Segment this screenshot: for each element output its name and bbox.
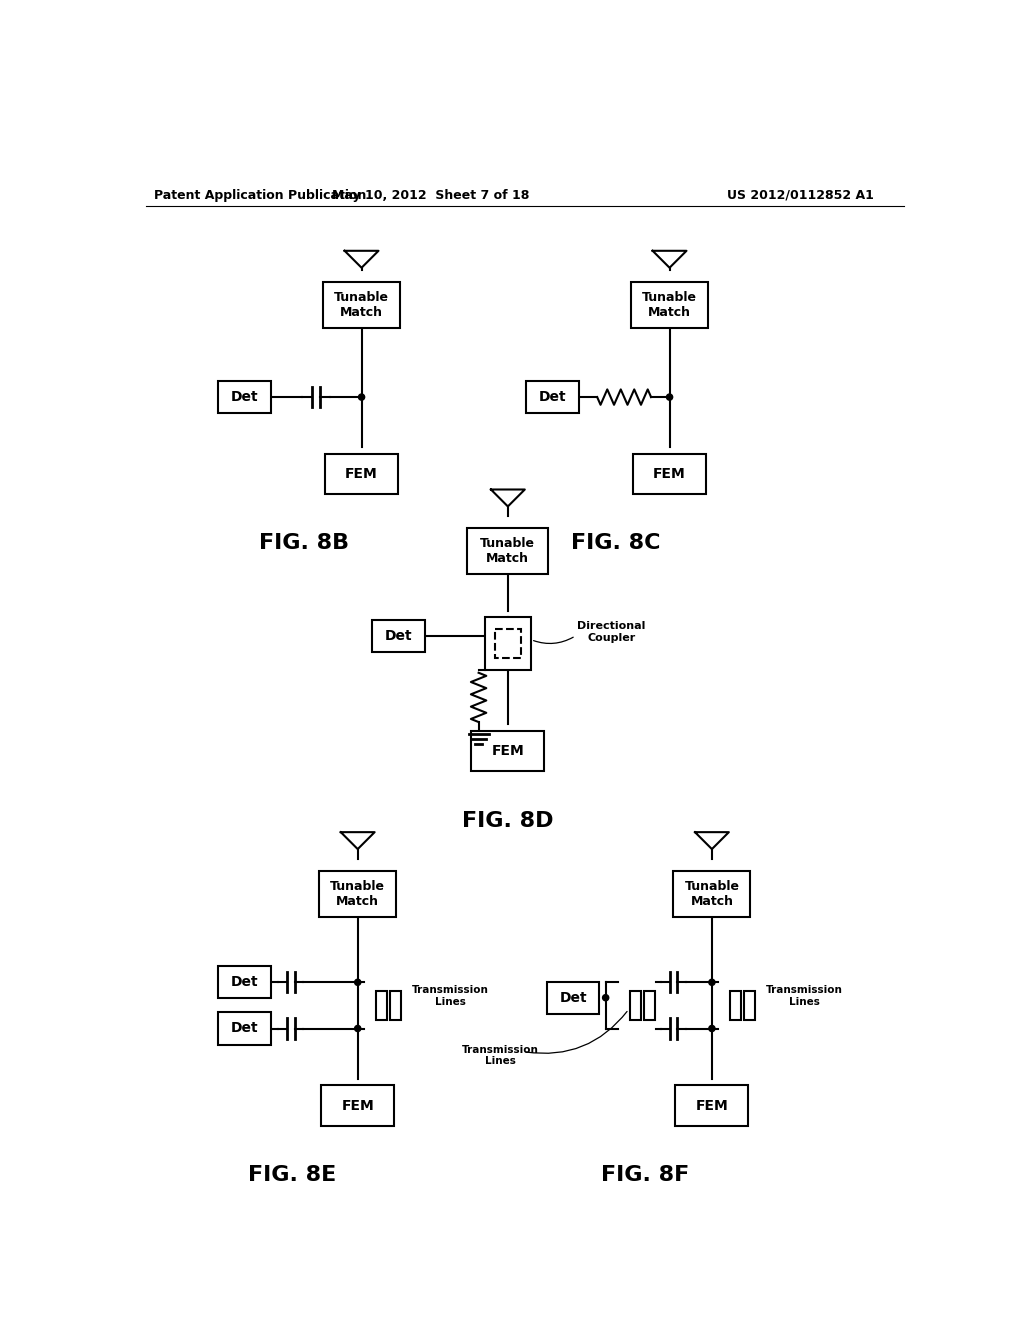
Bar — [376, 991, 387, 1020]
Text: Transmission
Lines: Transmission Lines — [766, 985, 843, 1007]
Bar — [373, 619, 425, 652]
Circle shape — [358, 393, 365, 400]
Text: Tunable
Match: Tunable Match — [330, 879, 385, 908]
Text: Det: Det — [385, 628, 413, 643]
Text: Tunable
Match: Tunable Match — [480, 537, 536, 565]
Bar — [218, 966, 270, 998]
Text: FEM: FEM — [695, 1098, 728, 1113]
Text: FIG. 8F: FIG. 8F — [601, 1164, 689, 1185]
Text: Tunable
Match: Tunable Match — [642, 290, 697, 318]
Text: FIG. 8C: FIG. 8C — [571, 533, 660, 553]
Text: Patent Application Publication: Patent Application Publication — [154, 189, 366, 202]
Text: Det: Det — [230, 975, 258, 989]
Bar — [390, 991, 400, 1020]
Bar — [631, 281, 708, 327]
Bar — [644, 991, 655, 1020]
Bar — [218, 1012, 270, 1044]
Circle shape — [602, 995, 608, 1001]
Circle shape — [709, 979, 715, 985]
Text: FIG. 8D: FIG. 8D — [462, 810, 554, 830]
Bar — [676, 1085, 749, 1126]
Text: FIG. 8B: FIG. 8B — [259, 533, 349, 553]
Text: Det: Det — [559, 991, 587, 1005]
Text: Det: Det — [230, 1022, 258, 1035]
Circle shape — [667, 393, 673, 400]
Text: Directional
Coupler: Directional Coupler — [578, 622, 645, 643]
Text: FEM: FEM — [341, 1098, 374, 1113]
Text: FEM: FEM — [492, 744, 524, 758]
Bar — [218, 381, 270, 413]
Text: Tunable
Match: Tunable Match — [334, 290, 389, 318]
Text: Det: Det — [230, 391, 258, 404]
Bar — [526, 381, 579, 413]
Bar — [631, 991, 641, 1020]
Text: FIG. 8E: FIG. 8E — [248, 1164, 337, 1185]
Text: Det: Det — [539, 391, 566, 404]
Circle shape — [354, 979, 360, 985]
Text: FEM: FEM — [653, 467, 686, 480]
Bar — [323, 281, 400, 327]
Bar — [674, 871, 751, 917]
Bar — [471, 731, 545, 771]
Text: Transmission
Lines: Transmission Lines — [412, 985, 488, 1007]
Text: Transmission
Lines: Transmission Lines — [462, 1044, 539, 1067]
Bar — [633, 454, 707, 494]
Circle shape — [709, 1026, 715, 1032]
Text: US 2012/0112852 A1: US 2012/0112852 A1 — [727, 189, 873, 202]
Bar — [496, 628, 520, 659]
Bar — [322, 1085, 394, 1126]
Bar — [547, 982, 599, 1014]
Bar — [325, 454, 398, 494]
Text: May 10, 2012  Sheet 7 of 18: May 10, 2012 Sheet 7 of 18 — [332, 189, 529, 202]
Bar — [744, 991, 755, 1020]
Text: Tunable
Match: Tunable Match — [684, 879, 739, 908]
Text: FEM: FEM — [345, 467, 378, 480]
Bar — [730, 991, 741, 1020]
Bar — [484, 616, 531, 671]
Circle shape — [354, 1026, 360, 1032]
Bar — [467, 528, 548, 574]
Bar — [319, 871, 396, 917]
